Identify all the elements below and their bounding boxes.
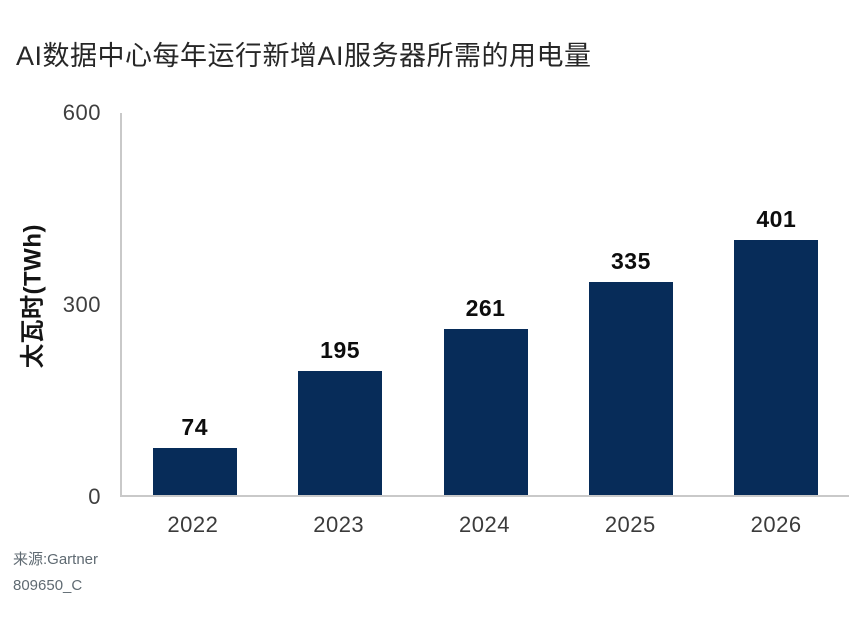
x-axis-tick-label: 2024 <box>459 512 510 537</box>
y-axis-tick-0: 0 <box>88 484 101 509</box>
bar-value-label: 335 <box>610 248 651 274</box>
source-id: 809650_C <box>13 577 83 594</box>
x-axis-tick-label: 2022 <box>167 512 219 537</box>
x-axis-tick-label: 2026 <box>750 512 802 537</box>
bars: 74 195 261 335 401 <box>122 113 849 495</box>
bar-slot: 195 <box>267 337 412 495</box>
source-note: 来源:Gartner 809650_C <box>13 547 98 599</box>
bar-value-label: 195 <box>320 337 361 363</box>
bar-slot: 401 <box>704 206 849 495</box>
bar-value-label: 401 <box>756 206 797 232</box>
bar <box>298 371 383 495</box>
bar-value-label: 74 <box>181 414 208 440</box>
bar <box>588 282 673 495</box>
x-axis-labels: 2022 2023 2024 2025 2026 <box>120 497 849 538</box>
bar-slot: 74 <box>122 414 267 495</box>
y-axis-tick-300: 300 <box>62 292 101 317</box>
plot-area: 74 195 261 335 401 <box>120 113 849 497</box>
x-axis-tick-label: 2025 <box>604 512 656 537</box>
bar <box>734 240 819 495</box>
source-line: 来源:Gartner <box>13 551 99 568</box>
y-axis-tick-600: 600 <box>62 100 101 125</box>
bar-value-label: 261 <box>465 295 506 321</box>
chart-title: AI数据中心每年运行新增AI服务器所需的用电量 <box>16 41 592 71</box>
bar-slot: 335 <box>558 248 703 495</box>
bar <box>152 448 237 495</box>
bar-slot: 261 <box>413 295 558 495</box>
bar <box>443 329 528 495</box>
x-axis-tick-label: 2023 <box>313 512 365 537</box>
